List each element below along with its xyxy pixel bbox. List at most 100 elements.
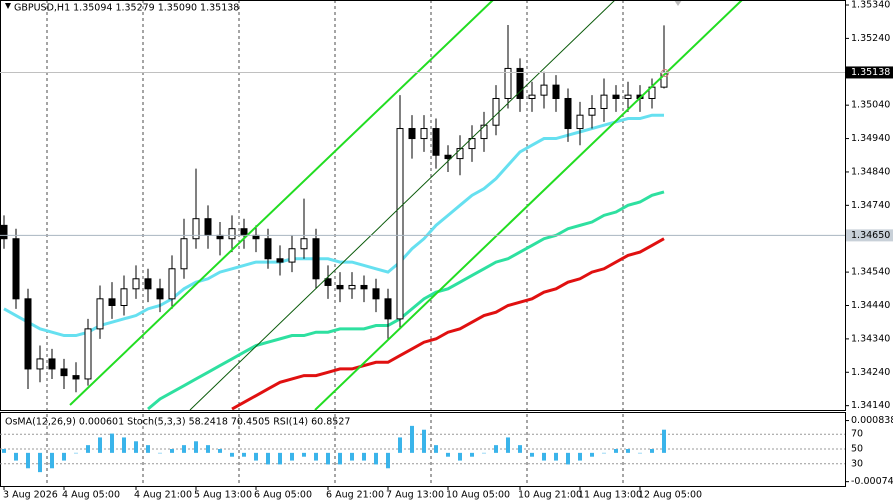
osma-bar (386, 452, 390, 469)
candle-body (108, 298, 116, 306)
osma-bar (362, 452, 366, 461)
osma-bar (350, 452, 354, 461)
candle-body (432, 128, 440, 156)
x-tick-label: 5 Aug 13:00 (194, 490, 252, 501)
osma-bar (410, 425, 414, 453)
candle-body (168, 268, 176, 300)
osma-bar (302, 452, 306, 457)
y2-tick-label: 70 (851, 429, 863, 440)
osma-bar (290, 452, 294, 461)
trend-channel (69, 0, 743, 410)
chart-title: GBPUSD,H1 1.35094 1.35279 1.35090 1.3513… (14, 3, 239, 14)
moving-average (3, 113, 664, 338)
y-tick-label: 1.35040 (851, 100, 890, 111)
osma-bar (446, 452, 450, 457)
y-tick-label: 1.34440 (851, 300, 890, 311)
y-tick-label: 1.34540 (851, 267, 890, 278)
y-tick-label: 0.000838 (851, 415, 893, 426)
candle-body (420, 128, 428, 140)
x-tick-label: 11 Aug 13:00 (578, 490, 642, 501)
candle-body (444, 154, 452, 160)
x-tick-label: 7 Aug 13:00 (386, 490, 444, 501)
x-tick-label: 10 Aug 21:00 (518, 490, 582, 501)
y2-tick-label: 30 (851, 458, 863, 469)
candle-body (84, 328, 92, 380)
osma-bar (14, 452, 18, 461)
candle-body (612, 94, 620, 99)
osma-bar (602, 452, 606, 454)
osma-bar (146, 445, 150, 453)
candle-body (480, 124, 488, 140)
osma-bar (314, 452, 318, 461)
x-tick-label: 10 Aug 05:00 (446, 490, 510, 501)
candle-body (132, 278, 140, 290)
channel-midline (189, 0, 616, 410)
candle-body (564, 97, 572, 130)
candle-body (120, 288, 128, 306)
candle-body (492, 97, 500, 126)
x-tick-label: 12 Aug 05:00 (638, 490, 702, 501)
osma-bar (470, 452, 474, 457)
candle-body (576, 114, 584, 130)
bid-label: 1.35138 (851, 67, 890, 78)
osma-bar (374, 452, 378, 465)
candle-body (204, 218, 212, 236)
y-tick-label: 1.34740 (851, 200, 890, 211)
osma-bar (530, 452, 534, 457)
candle-body (0, 224, 8, 240)
osma-bar (422, 429, 426, 453)
osma-bar (506, 437, 510, 453)
y-tick-label: 1.35340 (851, 0, 890, 11)
osma-bar (554, 452, 558, 461)
candle-body (228, 228, 236, 240)
candle-body (252, 234, 260, 240)
osma-bar (158, 452, 162, 454)
osma-bar (38, 452, 42, 473)
x-tick-label: 6 Aug 05:00 (254, 490, 312, 501)
x-tick-label: 6 Aug 21:00 (326, 490, 384, 501)
channel-line (314, 0, 743, 410)
candle-body (336, 284, 344, 290)
y2-tick-label: 50 (851, 444, 863, 455)
candle-body (528, 94, 536, 99)
moving-average (231, 237, 665, 410)
candle-body (300, 238, 308, 250)
anchor-point (661, 69, 669, 77)
candle-body (48, 358, 56, 370)
candle-body (192, 218, 200, 240)
osma-bar (254, 452, 258, 461)
moving-average (147, 190, 665, 410)
candle-body (60, 368, 68, 377)
osma-bar (566, 452, 570, 465)
osma-bar (134, 441, 138, 453)
osma-bar (278, 452, 282, 465)
osma-bar (542, 452, 546, 461)
menu-icon (5, 3, 11, 9)
y-tick-label: 1.34840 (851, 166, 890, 177)
osma-bar (98, 437, 102, 453)
candle-body (408, 128, 416, 140)
osma-bar (434, 445, 438, 453)
candle-body (324, 278, 332, 286)
x-tick-label: 3 Aug 2026 (3, 490, 58, 501)
candle-body (312, 238, 320, 280)
y-tick-label: 1.34140 (851, 400, 890, 411)
candle-body (156, 288, 164, 300)
candle-body (144, 278, 152, 290)
candle-body (372, 288, 380, 300)
y-tick-label: 1.34240 (851, 367, 890, 378)
osma-bar (458, 452, 462, 461)
hline-badge (846, 229, 893, 242)
candle-body (396, 128, 404, 320)
osma-bar (74, 452, 78, 454)
y-tick-label: -0.000747 (851, 476, 893, 487)
osma-bar (86, 445, 90, 453)
hline-label: 1.34650 (851, 230, 890, 241)
arrow-marker (674, 0, 682, 6)
candle-body (504, 67, 512, 99)
candle-body (264, 238, 272, 260)
osma-bar (62, 452, 66, 461)
x-tick-label: 4 Aug 05:00 (62, 490, 120, 501)
osma-bar (650, 449, 654, 453)
y-tick-label: 1.34340 (851, 333, 890, 344)
